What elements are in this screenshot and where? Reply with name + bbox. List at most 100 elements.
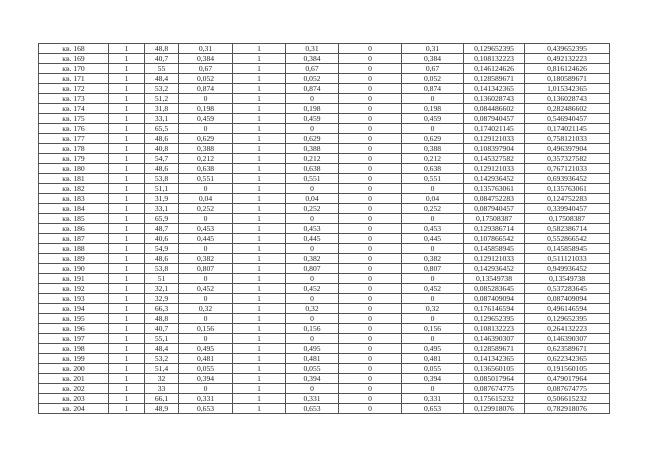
value-cell: 0,492132223 [524, 53, 610, 64]
value-cell: 0 [401, 243, 464, 254]
value-cell: 1 [232, 283, 286, 294]
apartment-cell: кв. 201 [38, 373, 109, 384]
value-cell: 1 [232, 103, 286, 114]
value-cell: 1 [232, 113, 286, 124]
value-cell: 0 [338, 313, 402, 324]
value-cell: 0 [178, 333, 233, 344]
value-cell: 0 [338, 43, 402, 54]
value-cell: 1 [108, 253, 145, 264]
value-cell: 0,31 [178, 43, 233, 54]
value-cell: 0 [338, 193, 402, 204]
value-cell: 1 [108, 223, 145, 234]
value-cell: 1 [108, 303, 145, 314]
value-cell: 0,638 [178, 163, 233, 174]
value-cell: 0,459 [285, 113, 339, 124]
value-cell: 0,128589671 [463, 343, 525, 354]
value-cell: 0,582386714 [524, 223, 610, 234]
apartment-cell: кв. 199 [38, 353, 109, 364]
value-cell: 0 [338, 283, 402, 294]
apartment-cell: кв. 183 [38, 193, 109, 204]
value-cell: 0,638 [401, 163, 464, 174]
value-cell: 0,055 [285, 363, 339, 374]
value-cell: 1 [108, 123, 145, 134]
value-cell: 1 [232, 213, 286, 224]
value-cell: 0,394 [401, 373, 464, 384]
value-cell: 0,141342365 [463, 83, 525, 94]
value-cell: 0 [401, 123, 464, 134]
apartment-cell: кв. 172 [38, 83, 109, 94]
apartment-cell: кв. 188 [38, 243, 109, 254]
value-cell: 0,452 [178, 283, 233, 294]
apartment-cell: кв. 175 [38, 113, 109, 124]
value-cell: 1 [108, 153, 145, 164]
value-cell: 0,212 [401, 153, 464, 164]
apartment-cell: кв. 181 [38, 173, 109, 184]
value-cell: 0 [285, 93, 339, 104]
value-cell: 0 [401, 383, 464, 394]
table-row: кв. 196 1 40,7 0,156 1 0,156 0 0,156 0,108132223… [38, 323, 610, 334]
value-cell: 0 [401, 293, 464, 304]
value-cell: 1 [108, 293, 145, 304]
value-cell: 1 [232, 203, 286, 214]
value-cell: 0,129652395 [524, 313, 610, 324]
value-cell: 0,551 [285, 173, 339, 184]
value-cell: 0,452 [401, 283, 464, 294]
value-cell: 0,136028743 [463, 93, 525, 104]
value-cell: 0,264132223 [524, 323, 610, 334]
value-cell: 48,6 [144, 163, 179, 174]
value-cell: 0 [178, 313, 233, 324]
value-cell: 0 [338, 183, 402, 194]
value-cell: 1 [232, 363, 286, 374]
value-cell: 53,8 [144, 173, 179, 184]
value-cell: 0 [338, 133, 402, 144]
value-cell: 0,084486602 [463, 103, 525, 114]
apartment-cell: кв. 203 [38, 393, 109, 404]
value-cell: 0,212 [285, 153, 339, 164]
apartment-cell: кв. 195 [38, 313, 109, 324]
value-cell: 1 [232, 343, 286, 354]
value-cell: 0,623589671 [524, 343, 610, 354]
table-row: кв. 195 1 48,8 0 1 0 0 0 0,129652395 0,129652395 [38, 313, 610, 324]
table-row: кв. 194 1 66,3 0,32 1 0,32 0 0,32 0,176146594 0,4… [38, 303, 610, 314]
table-row: кв. 193 1 32,9 0 1 0 0 0 0,087409094 0,087409094 [38, 293, 610, 304]
value-cell: 0 [178, 293, 233, 304]
value-cell: 0,174021145 [463, 123, 525, 134]
value-cell: 0,653 [178, 403, 233, 414]
apartment-cell: кв. 173 [38, 93, 109, 104]
value-cell: 48,6 [144, 253, 179, 264]
apartment-cell: кв. 194 [38, 303, 109, 314]
apartment-cell: кв. 176 [38, 123, 109, 134]
value-cell: 66,1 [144, 393, 179, 404]
value-cell: 1 [108, 363, 145, 374]
value-cell: 0 [338, 123, 402, 134]
value-cell: 0,142936452 [463, 263, 525, 274]
table-row: кв. 177 1 48,6 0,629 1 0,629 0 0,629 0,129121033… [38, 133, 610, 144]
apartment-cell: кв. 169 [38, 53, 109, 64]
value-cell: 0,506615232 [524, 393, 610, 404]
value-cell: 0 [338, 363, 402, 374]
value-cell: 1 [232, 193, 286, 204]
value-cell: 0 [338, 153, 402, 164]
value-cell: 0,17508387 [463, 213, 525, 224]
value-cell: 1 [232, 243, 286, 254]
value-cell: 0,136028743 [524, 93, 610, 104]
value-cell: 1 [232, 53, 286, 64]
value-cell: 0 [338, 343, 402, 354]
value-cell: 0 [178, 93, 233, 104]
value-cell: 1 [108, 63, 145, 74]
value-cell: 54,7 [144, 153, 179, 164]
value-cell: 40,7 [144, 323, 179, 334]
value-cell: 1 [108, 343, 145, 354]
table-row: кв. 179 1 54,7 0,212 1 0,212 0 0,212 0,145327582… [38, 153, 610, 164]
value-cell: 0 [338, 213, 402, 224]
value-cell: 0 [338, 73, 402, 84]
value-cell: 0 [338, 173, 402, 184]
value-cell: 51,1 [144, 183, 179, 194]
value-cell: 0 [285, 243, 339, 254]
value-cell: 0,388 [285, 143, 339, 154]
value-cell: 0 [285, 273, 339, 284]
value-cell: 0,13549738 [524, 273, 610, 284]
value-cell: 0 [401, 183, 464, 194]
value-cell: 0,108132223 [463, 53, 525, 64]
value-cell: 0,055 [178, 363, 233, 374]
